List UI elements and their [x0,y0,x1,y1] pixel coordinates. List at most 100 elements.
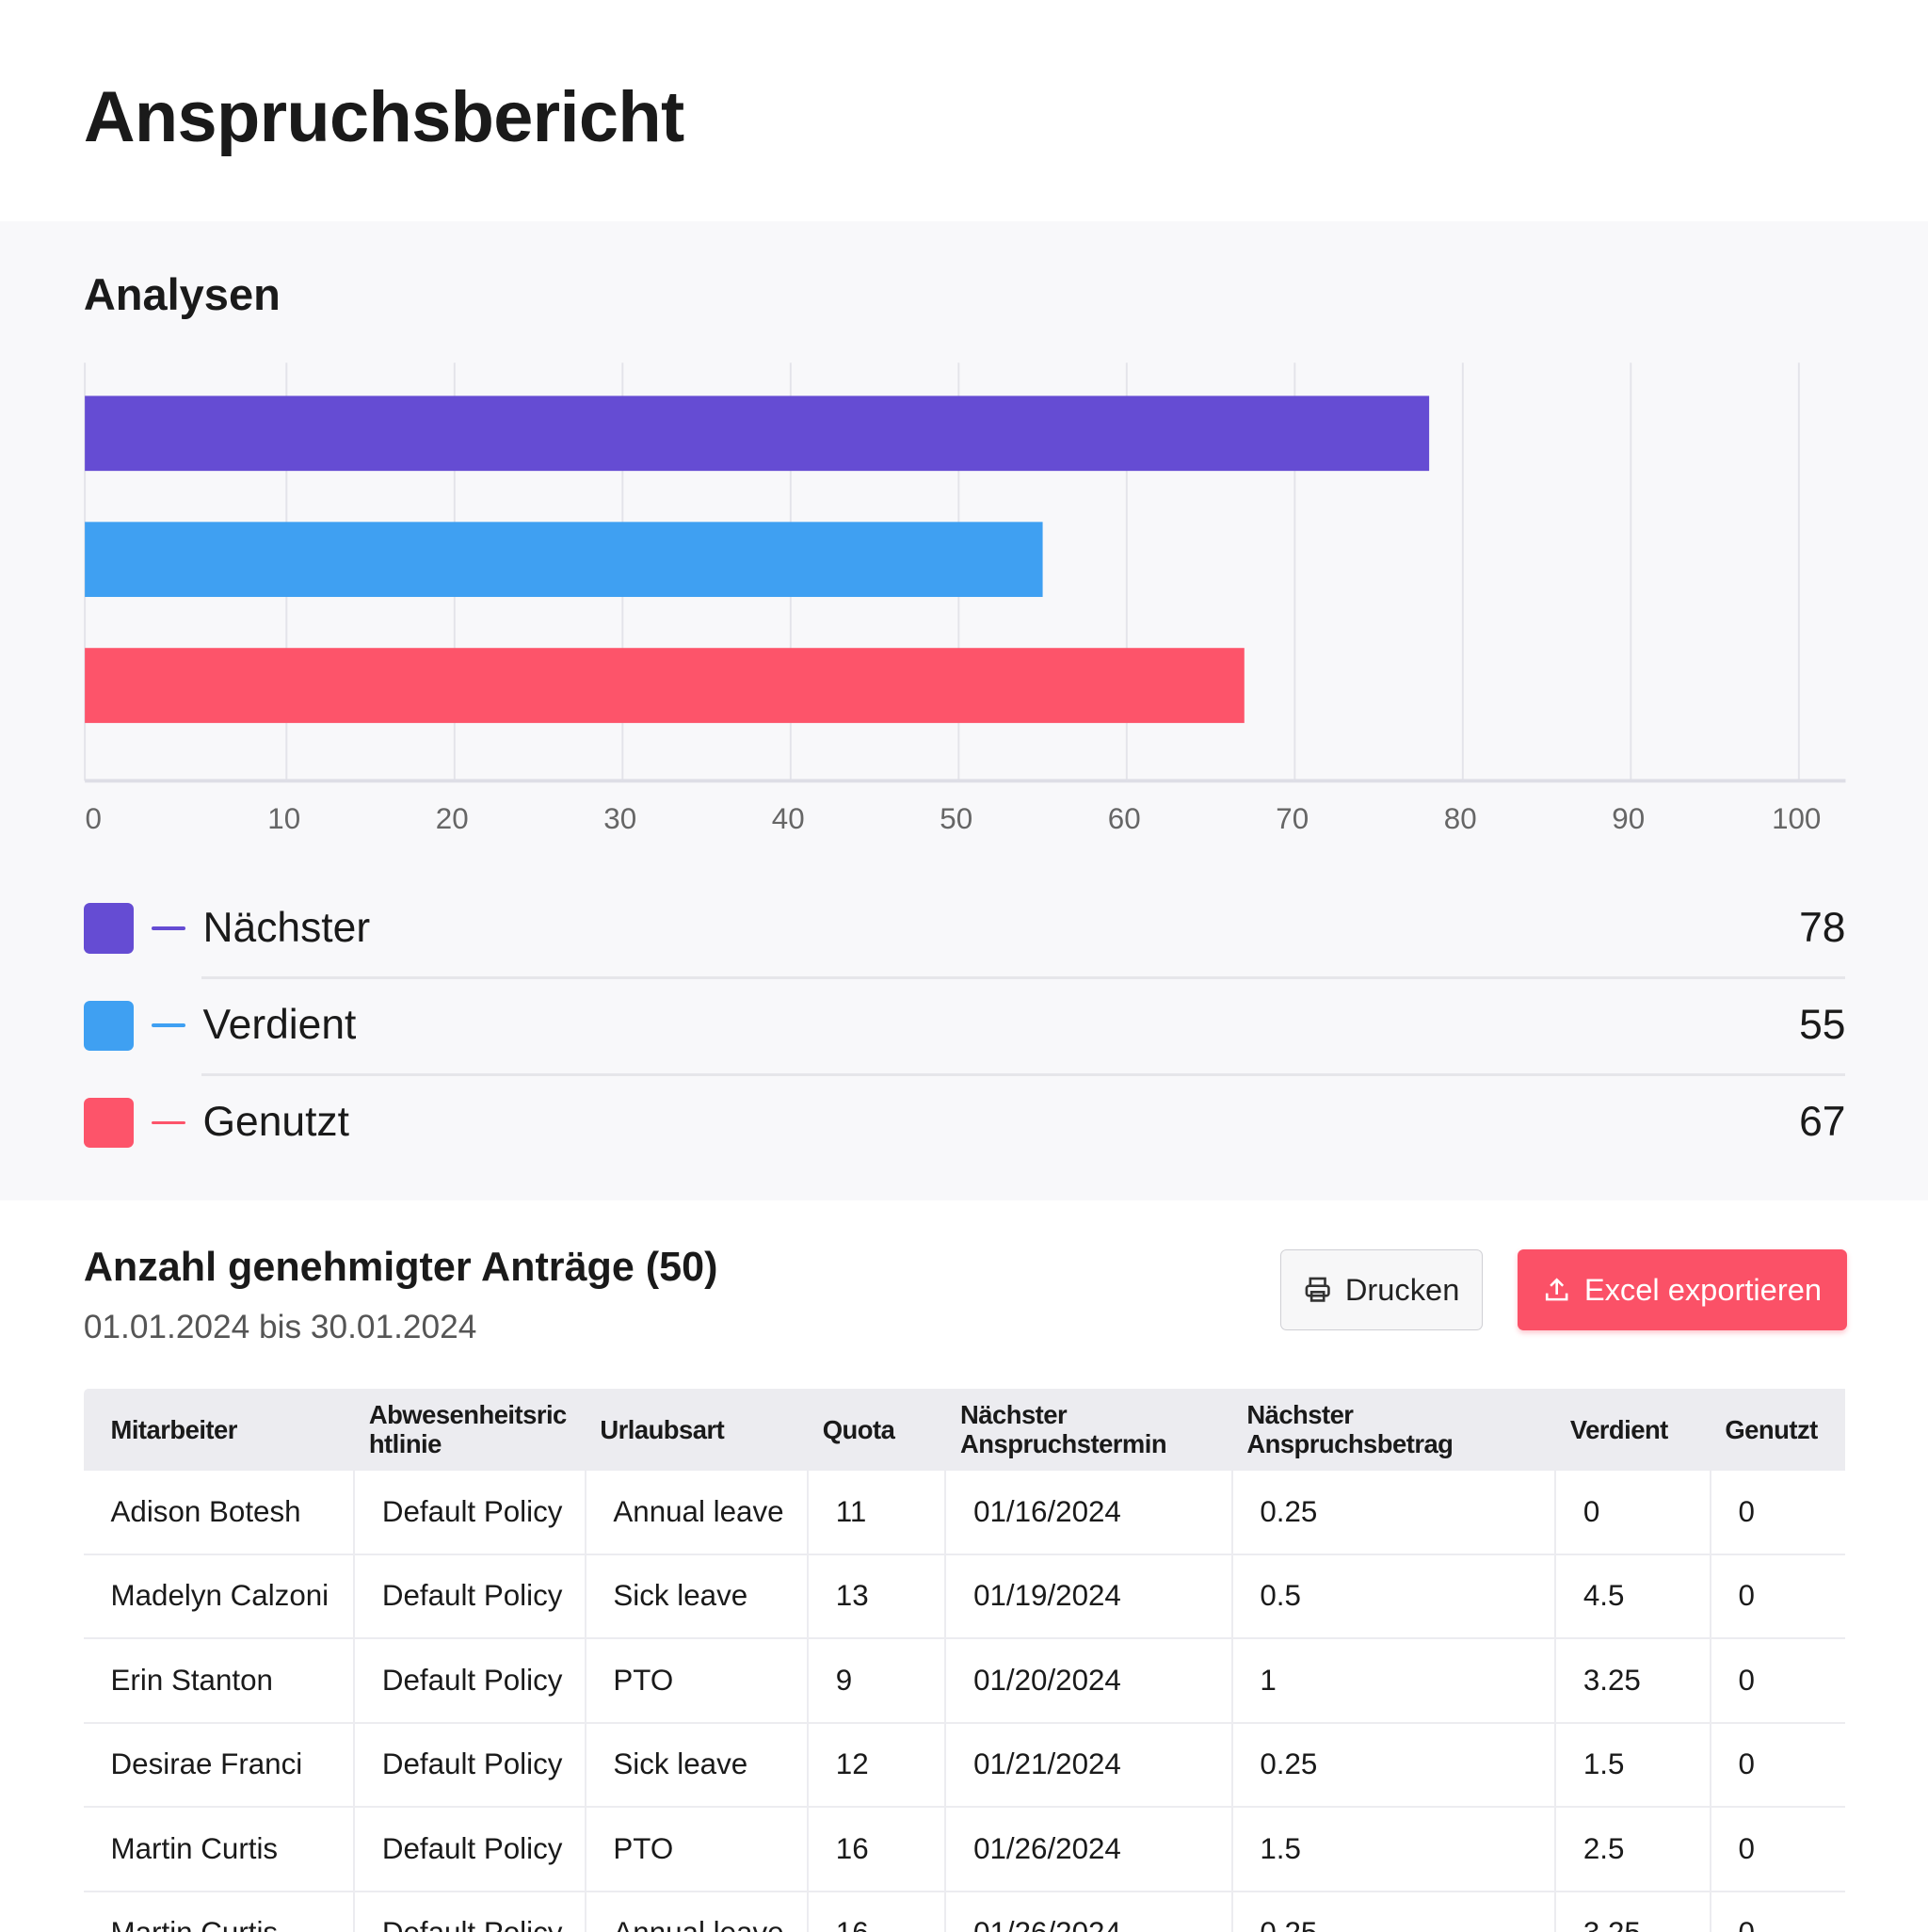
column-header[interactable]: Abwesenheitsrichtlinie [354,1388,586,1472]
table-cell: 1.5 [1555,1722,1711,1809]
table-cell: 0 [1710,1807,1846,1892]
table-cell: 0 [1710,1722,1846,1809]
x-tick-label: 80 [1444,802,1477,835]
table-row[interactable]: Desirae Franci Default Policy Sick leave 12… [83,1722,1846,1809]
table-cell: Default Policy [354,1807,586,1892]
x-tick-label: 10 [267,802,300,835]
legend-swatch [83,903,135,954]
export-label: Excel exportieren [1583,1272,1823,1308]
column-header[interactable]: Quota [808,1388,946,1472]
table-cell: PTO [585,1638,810,1724]
table-cell: 01/26/2024 [945,1807,1233,1892]
x-tick-label: 60 [1108,802,1141,835]
table-cell: 01/16/2024 [945,1471,1233,1555]
bar-nächster [85,395,1430,472]
bar-chart: 0 10 20 30 40 50 60 70 80 90 100 [84,362,1846,835]
table-cell: 1 [1231,1638,1557,1724]
legend-item: Nächster 78 [83,880,1846,976]
x-tick-label: 70 [1276,802,1309,835]
table-cell: 1.5 [1231,1807,1557,1892]
column-header[interactable]: Nächster Anspruchstermin [945,1388,1232,1472]
table-row[interactable]: Madelyn Calzoni Default Policy Sick leave 1… [83,1554,1846,1640]
legend-line-icon [151,1120,186,1125]
legend-item: Verdient 55 [83,977,1846,1073]
column-header[interactable]: Verdient [1555,1388,1711,1472]
table-cell: 0.5 [1231,1554,1557,1640]
table-cell: Annual leave [585,1471,810,1555]
table-cell: 0.25 [1231,1891,1557,1932]
bar-verdient [85,522,1043,598]
column-header[interactable]: Genutzt [1710,1388,1846,1472]
column-header[interactable]: Nächster Anspruchsbetrag [1231,1388,1556,1472]
table-cell: Madelyn Calzoni [83,1554,356,1640]
table-row[interactable]: Martin Curtis Default Policy PTO 16 01/26/20… [83,1807,1846,1892]
legend-divider [201,976,1846,979]
x-tick-label: 40 [772,802,805,835]
x-tick-label: 0 [86,802,102,835]
table-cell: 0 [1710,1554,1846,1640]
table-cell: Annual leave [585,1891,810,1932]
requests-table: Mitarbeiter Abwesenheitsrichtlinie Urlaubs… [83,1388,1846,1932]
x-tick-label: 20 [436,802,469,835]
table-cell: 0 [1710,1891,1846,1932]
legend-line-icon [151,926,186,931]
table-cell: Desirae Franci [83,1722,356,1809]
table-header-row: Mitarbeiter Abwesenheitsrichtlinie Urlaubs… [83,1388,1846,1472]
table-cell: Sick leave [585,1554,810,1640]
page-title: Anspruchsbericht [83,76,684,157]
legend-swatch [83,1097,135,1149]
table-row[interactable]: Erin Stanton Default Policy PTO 9 01/20/2024… [83,1638,1846,1724]
table-cell: Erin Stanton [83,1638,356,1724]
table-cell: 0 [1555,1471,1711,1555]
legend-label: Verdient [202,1002,357,1049]
export-excel-button[interactable]: Excel exportieren [1517,1248,1847,1331]
column-header[interactable]: Mitarbeiter [83,1388,355,1472]
table-cell: 2.5 [1555,1807,1711,1892]
table-cell: 16 [808,1807,947,1892]
requests-title: Anzahl genehmigter Anträge (50) [83,1244,718,1290]
table-cell: 3.25 [1555,1891,1711,1932]
x-tick-label: 30 [603,802,636,835]
print-button[interactable]: Drucken [1279,1248,1484,1331]
legend-value: 78 [1799,905,1846,952]
table-cell: 01/21/2024 [945,1722,1233,1809]
table-cell: Default Policy [354,1722,586,1809]
legend-value: 55 [1799,1002,1846,1049]
printer-icon [1306,1278,1331,1303]
analysis-title: Analysen [83,268,281,319]
table-cell: 16 [808,1891,947,1932]
column-header[interactable]: Urlaubsart [585,1388,809,1472]
table-cell: 01/20/2024 [945,1638,1233,1724]
x-tick-label: 90 [1612,802,1645,835]
table-cell: 11 [808,1471,947,1555]
upload-icon [1546,1278,1568,1301]
bar-genutzt [85,648,1245,723]
legend-swatch [83,1000,135,1052]
table-cell: 9 [808,1638,947,1724]
legend-label: Genutzt [202,1099,349,1146]
legend-line-icon [151,1023,186,1028]
table-cell: 4.5 [1555,1554,1711,1640]
table-cell: 0 [1710,1638,1846,1724]
legend-value: 67 [1799,1099,1846,1146]
table-row[interactable]: Adison Botesh Default Policy Annual leave 1… [83,1471,1846,1555]
table-cell: 01/26/2024 [945,1891,1233,1932]
legend-label: Nächster [202,905,371,952]
table-cell: Default Policy [354,1891,586,1932]
x-tick-label: 50 [940,802,972,835]
date-range: 01.01.2024 bis 30.01.2024 [83,1308,477,1345]
table-cell: Adison Botesh [83,1471,356,1555]
table-cell: 0 [1710,1471,1846,1555]
table-cell: 13 [808,1554,947,1640]
table-cell: 12 [808,1722,947,1809]
table-cell: 01/19/2024 [945,1554,1233,1640]
analysis-section: Analysen 0 10 20 30 40 50 60 70 80 90 100 Nächster… [0,221,1928,1200]
table-cell: Default Policy [354,1554,586,1640]
print-label: Drucken [1344,1272,1460,1308]
legend-item: Genutzt 67 [83,1075,1846,1171]
table-cell: Martin Curtis [83,1891,356,1932]
table-cell: Default Policy [354,1471,586,1555]
table-cell: 0.25 [1231,1471,1557,1555]
